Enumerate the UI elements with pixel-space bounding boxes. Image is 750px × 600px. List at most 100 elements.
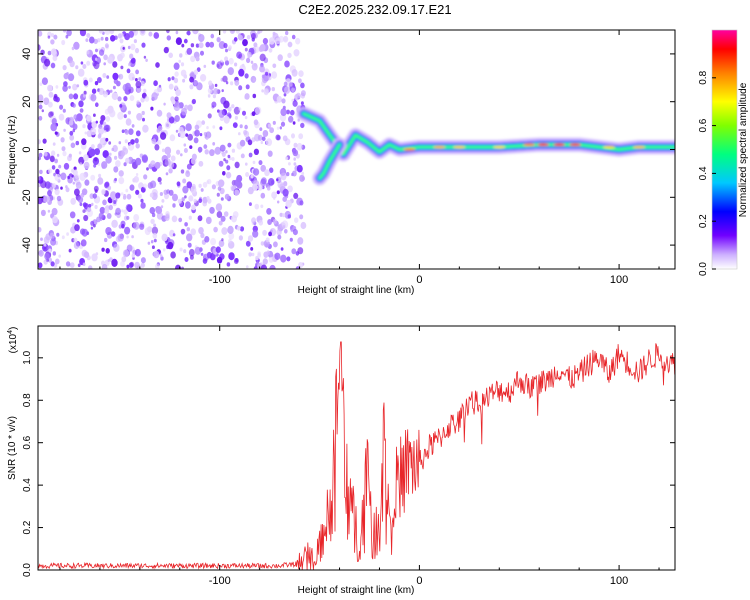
noise-blob	[161, 148, 165, 153]
noise-blob	[43, 151, 48, 157]
noise-blob	[38, 104, 43, 110]
branch-track-core	[318, 143, 341, 180]
noise-blob	[272, 63, 277, 69]
noise-blob	[122, 83, 129, 92]
noise-blob	[195, 43, 200, 48]
noise-blob	[107, 197, 112, 203]
noise-blob	[292, 121, 296, 125]
noise-blob	[204, 149, 209, 155]
noise-blob	[224, 56, 229, 62]
noise-blob	[101, 264, 108, 269]
spectrogram-ytick-label: 20	[21, 96, 33, 108]
noise-blob	[63, 162, 70, 170]
noise-blob	[38, 262, 43, 269]
noise-blob	[228, 238, 232, 244]
noise-blob	[134, 248, 141, 257]
noise-blob	[171, 76, 175, 81]
noise-blob	[244, 73, 249, 79]
noise-blob	[300, 122, 305, 129]
signal-hotspot	[453, 145, 466, 149]
noise-blob	[69, 60, 75, 68]
noise-blob	[84, 131, 87, 135]
noise-blob	[84, 179, 90, 186]
noise-blob	[220, 197, 224, 201]
noise-blob	[262, 37, 268, 45]
noise-blob	[268, 48, 273, 53]
noise-blob	[193, 69, 199, 76]
noise-blob	[119, 104, 123, 108]
noise-blob	[186, 30, 191, 36]
noise-blob	[274, 252, 281, 260]
noise-blob	[69, 130, 74, 136]
noise-blob	[169, 134, 176, 142]
noise-blob	[104, 181, 110, 188]
noise-blob	[191, 98, 196, 105]
noise-blob	[279, 212, 283, 217]
noise-blob	[67, 175, 70, 180]
noise-blob	[118, 141, 122, 145]
noise-blob	[55, 96, 60, 103]
noise-blob	[120, 260, 125, 267]
noise-blob	[227, 142, 232, 148]
noise-blob	[228, 57, 234, 65]
noise-blob	[79, 108, 84, 113]
noise-blob	[155, 62, 160, 68]
noise-blob	[168, 161, 175, 169]
snr-panel: -100 0 100 0.0 0.2 0.4 0.6 0.8 1.0 Height of st…	[7, 325, 676, 596]
noise-blob	[94, 81, 99, 86]
noise-blob	[286, 109, 290, 115]
noise-blob	[94, 204, 98, 210]
noise-blob	[238, 107, 242, 111]
noise-blob	[244, 93, 250, 100]
noise-blob	[187, 133, 193, 141]
noise-blob	[98, 173, 102, 178]
noise-blob	[89, 148, 96, 157]
noise-blob	[73, 93, 79, 100]
noise-blob	[123, 96, 128, 102]
snr-ytick-label: 0.2	[22, 520, 33, 534]
noise-blob	[82, 209, 86, 214]
noise-blob	[129, 261, 135, 268]
noise-blob	[263, 89, 269, 96]
noise-blob	[257, 251, 261, 256]
noise-blob	[44, 252, 50, 260]
noise-blob	[213, 88, 219, 95]
noise-blob	[77, 263, 81, 268]
noise-blob	[79, 30, 87, 37]
noise-blob	[268, 231, 272, 237]
noise-blob	[154, 161, 161, 169]
noise-blob	[130, 57, 136, 64]
noise-blob	[111, 231, 116, 237]
noise-blob	[234, 189, 240, 196]
noise-blob	[200, 252, 204, 256]
noise-blob	[214, 83, 218, 87]
noise-blob	[251, 111, 256, 117]
noise-blob	[221, 89, 224, 93]
noise-blob	[192, 30, 199, 35]
noise-blob	[294, 217, 299, 223]
noise-blob	[98, 87, 105, 96]
noise-blob	[113, 166, 119, 173]
noise-blob	[86, 60, 91, 66]
noise-blob	[199, 133, 203, 137]
noise-blob	[223, 158, 226, 162]
noise-blob	[272, 31, 276, 36]
noise-blob	[86, 33, 91, 38]
noise-blob	[277, 234, 282, 240]
noise-blob	[52, 216, 58, 224]
noise-blob	[122, 195, 127, 200]
noise-blob	[93, 113, 96, 117]
snr-scale-prefix: (x10	[8, 333, 19, 353]
noise-blob	[149, 207, 156, 214]
noise-blob	[177, 198, 182, 204]
noise-blob	[117, 96, 122, 102]
noise-blob	[247, 186, 254, 195]
noise-blob	[224, 193, 230, 200]
noise-blob	[150, 106, 154, 111]
noise-blob	[91, 253, 98, 262]
noise-blob	[234, 79, 240, 86]
noise-blob	[193, 198, 197, 203]
noise-blob	[240, 153, 245, 159]
noise-blob	[41, 109, 44, 113]
noise-blob	[188, 195, 194, 202]
